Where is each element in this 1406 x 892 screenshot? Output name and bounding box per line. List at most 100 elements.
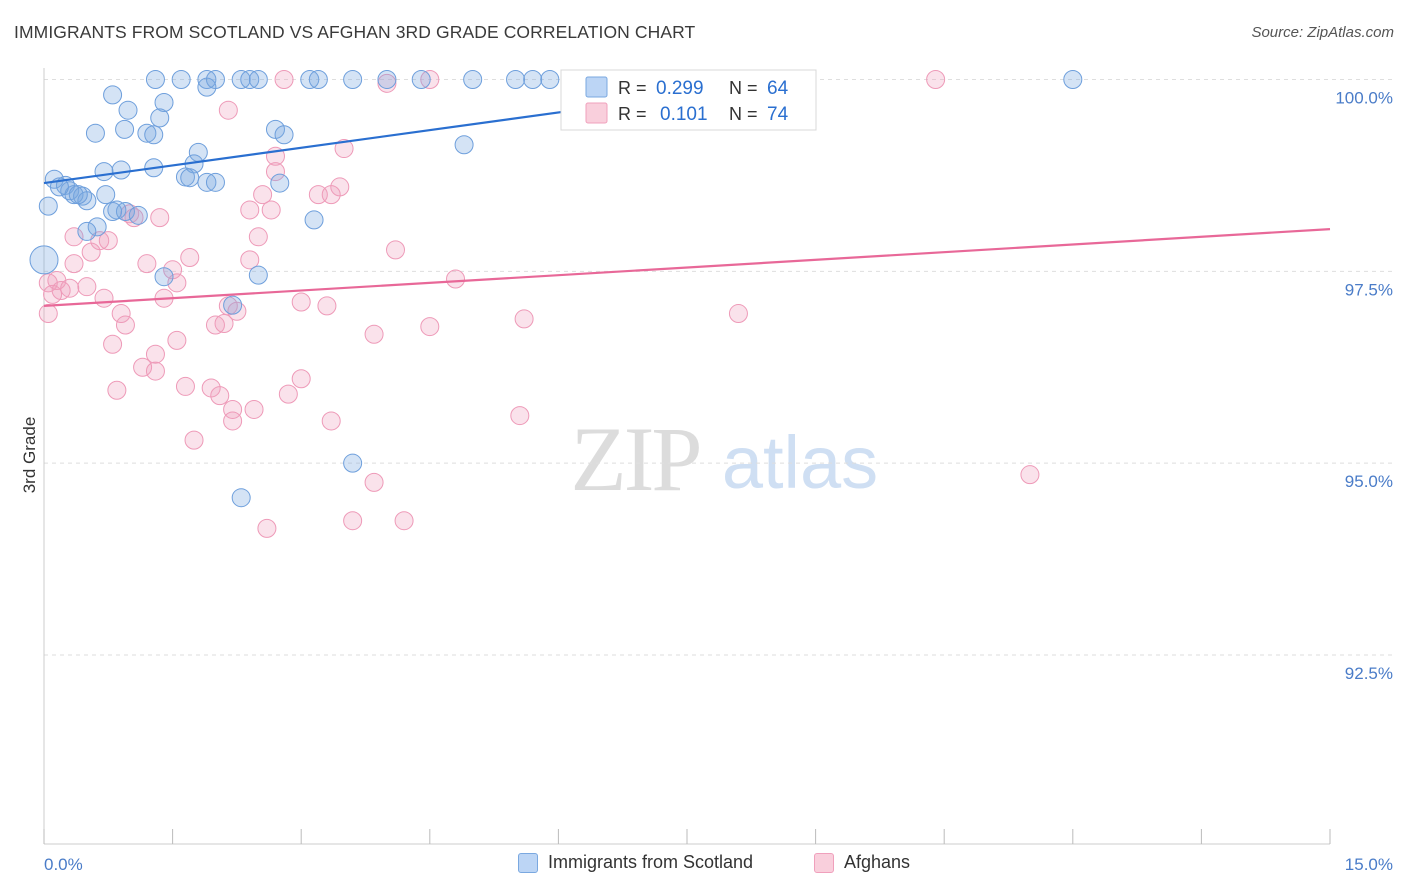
point-afghans: [218, 100, 238, 120]
point-afghans: [64, 254, 84, 274]
point-scotland: [29, 245, 59, 275]
point-scotland: [248, 265, 268, 285]
point-afghans: [257, 518, 277, 538]
chart-title: IMMIGRANTS FROM SCOTLAND VS AFGHAN 3RD G…: [14, 22, 696, 42]
gridlines: [44, 79, 1395, 656]
zipatlas-watermark: ZIP atlas: [571, 408, 879, 510]
y-tick-labels: 92.5% 95.0% 97.5% 100.0%: [1335, 89, 1393, 684]
point-scotland: [77, 221, 97, 241]
x-tick-labels: 0.0% 15.0%: [44, 855, 1393, 874]
point-scotland: [144, 125, 164, 145]
y-tick-label: 92.5%: [1345, 664, 1393, 683]
point-afghans: [291, 369, 311, 389]
point-afghans: [253, 185, 273, 205]
legend-swatch-scotland: [518, 852, 538, 873]
point-afghans: [184, 430, 204, 450]
point-scotland: [103, 85, 123, 105]
point-scotland: [137, 123, 157, 143]
point-scotland: [171, 70, 191, 89]
point-scotland: [128, 205, 148, 225]
point-scotland: [454, 135, 474, 155]
point-scotland: [87, 217, 107, 237]
stats-r-value-afghans: 0.101: [660, 104, 708, 125]
point-scotland: [343, 70, 363, 89]
point-afghans: [248, 227, 268, 247]
point-scotland: [1063, 70, 1083, 89]
stats-legend: R = 0.299 N = 64 R = 0.101 N = 74: [560, 69, 817, 131]
point-scotland: [270, 173, 290, 193]
point-scotland: [118, 100, 138, 120]
point-afghans: [334, 139, 354, 159]
point-scotland: [38, 196, 58, 216]
point-afghans: [321, 411, 341, 431]
point-afghans: [60, 278, 80, 298]
point-scotland: [523, 70, 543, 89]
point-scotland: [94, 162, 114, 182]
stats-n-label-afghans: N =: [729, 104, 758, 124]
stats-r-label-afghans: R =: [618, 104, 647, 124]
point-scotland: [68, 185, 88, 205]
point-scotland: [223, 295, 243, 315]
point-scotland: [154, 267, 174, 287]
point-afghans: [728, 304, 748, 324]
point-scotland: [85, 123, 105, 143]
point-afghans: [364, 472, 384, 492]
point-scotland: [180, 168, 200, 188]
x-tick-label-max: 15.0%: [1345, 855, 1393, 874]
point-afghans: [167, 330, 187, 350]
point-afghans: [111, 304, 131, 324]
point-afghans: [510, 406, 530, 426]
point-scotland: [308, 70, 328, 89]
point-afghans: [240, 200, 260, 220]
point-afghans: [317, 296, 337, 316]
point-afghans: [214, 314, 234, 334]
point-scotland: [231, 488, 251, 508]
point-afghans: [77, 277, 97, 297]
point-afghans: [514, 309, 534, 329]
point-afghans: [137, 254, 157, 274]
point-afghans: [278, 384, 298, 404]
watermark-zip: ZIP: [571, 408, 700, 510]
trendline-afghans: [43, 228, 1331, 307]
stats-n-label-scotland: N =: [729, 78, 758, 98]
y-tick-label: 97.5%: [1345, 280, 1393, 299]
point-afghans: [115, 315, 135, 335]
point-afghans: [98, 231, 118, 251]
point-afghans: [145, 361, 165, 381]
point-scotland: [377, 70, 397, 89]
stats-r-value-scotland: 0.299: [656, 78, 704, 99]
point-afghans: [145, 344, 165, 364]
point-afghans: [107, 380, 127, 400]
point-afghans: [43, 284, 63, 304]
x-tick-label-min: 0.0%: [44, 855, 83, 874]
point-scotland: [540, 70, 560, 89]
point-afghans: [133, 357, 153, 377]
stats-n-value-scotland: 64: [767, 78, 789, 99]
stats-swatch-scotland: [585, 76, 608, 98]
point-afghans: [420, 317, 440, 337]
point-afghans: [150, 208, 170, 228]
point-afghans: [81, 242, 101, 262]
legend-item-afghans[interactable]: Afghans: [814, 852, 910, 873]
point-afghans: [240, 250, 260, 270]
point-scotland: [154, 93, 174, 113]
series-scotland-points: [29, 70, 1083, 508]
watermark-atlas: atlas: [722, 421, 878, 504]
point-scotland: [205, 172, 225, 192]
stats-n-value-afghans: 74: [767, 104, 789, 125]
point-scotland: [304, 210, 324, 230]
legend-label-afghans: Afghans: [844, 852, 911, 872]
point-scotland: [115, 119, 135, 139]
legend-label-scotland: Immigrants from Scotland: [548, 852, 754, 872]
x-ticks: [43, 829, 1331, 844]
legend-item-scotland[interactable]: Immigrants from Scotland: [518, 852, 753, 873]
point-afghans: [265, 162, 285, 182]
point-afghans: [926, 70, 946, 89]
point-scotland: [248, 70, 268, 89]
point-scotland: [411, 70, 431, 89]
point-scotland: [463, 70, 483, 89]
stats-r-label-scotland: R =: [618, 78, 647, 98]
point-scotland: [103, 201, 123, 221]
point-afghans: [223, 399, 243, 419]
point-afghans: [446, 269, 466, 289]
